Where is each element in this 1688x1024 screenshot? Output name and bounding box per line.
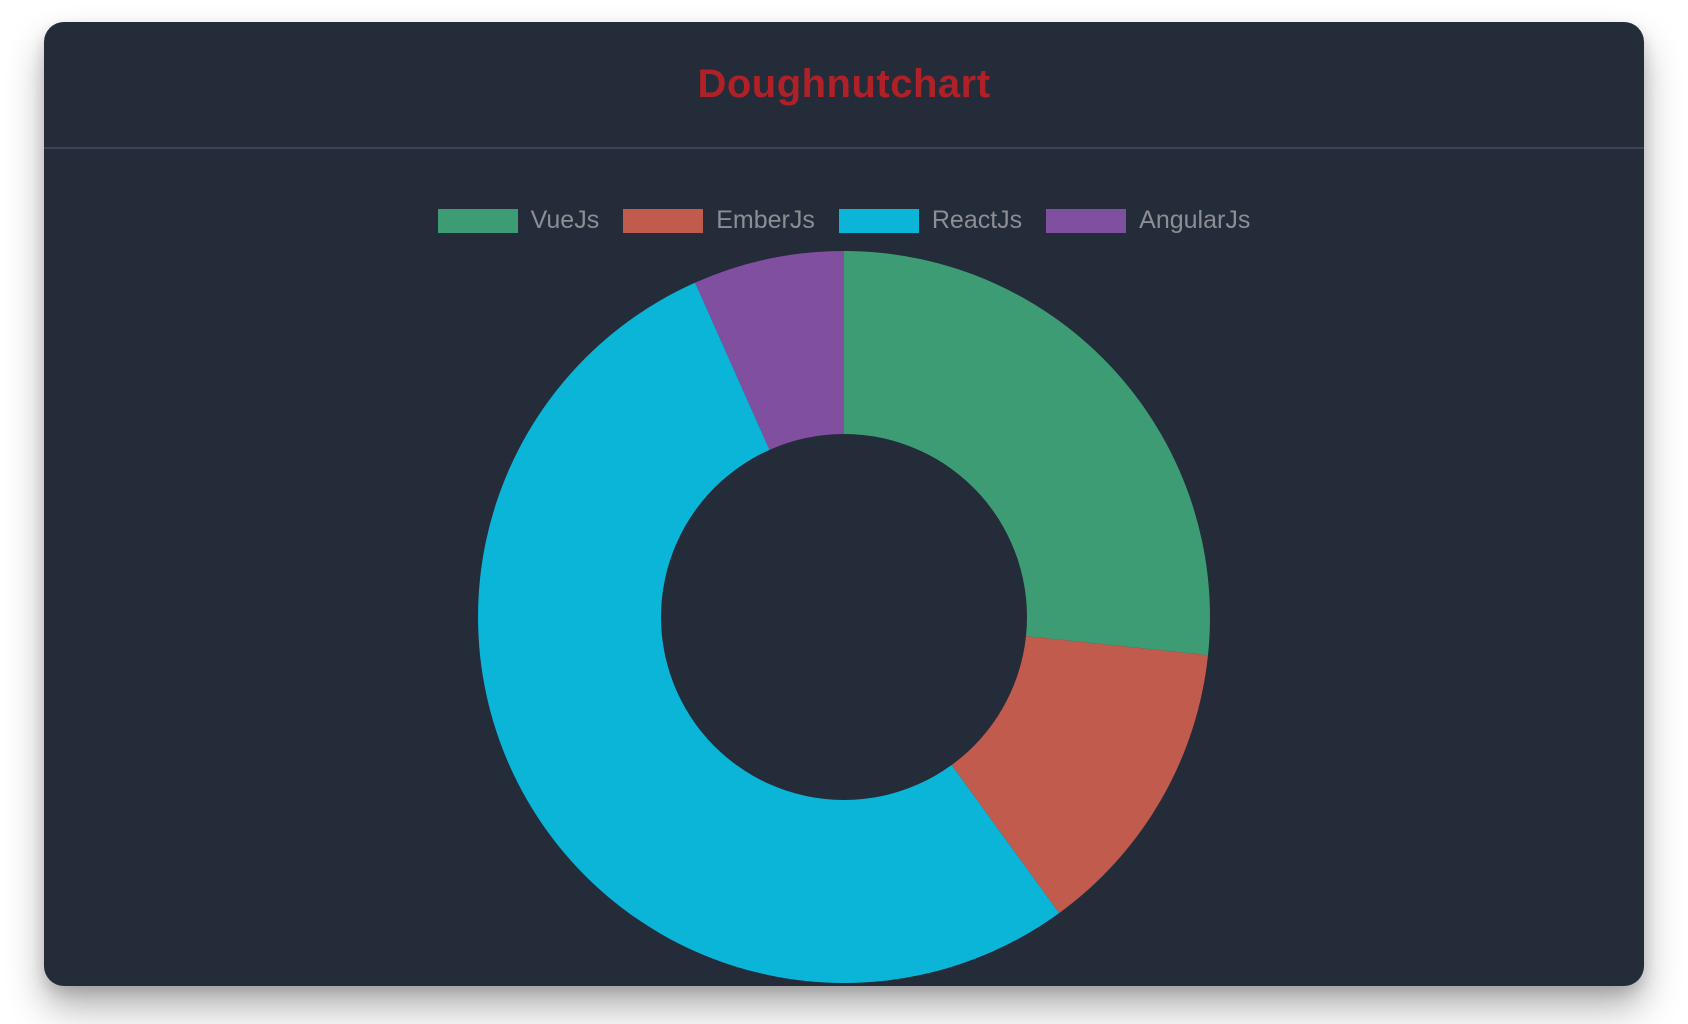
header-divider bbox=[44, 147, 1644, 149]
legend-label-vuejs: VueJs bbox=[530, 206, 600, 234]
doughnut-chart-card: Doughnutchart VueJs EmberJs ReactJs Angular… bbox=[44, 22, 1644, 986]
legend-item-reactjs[interactable]: ReactJs bbox=[838, 206, 1023, 234]
legend-swatch-emberjs bbox=[623, 208, 704, 233]
card-header: Doughnutchart bbox=[44, 22, 1644, 147]
doughnut-chart bbox=[478, 251, 1211, 983]
doughnut-segment-angularjs[interactable] bbox=[695, 251, 844, 450]
legend-label-reactjs: ReactJs bbox=[931, 206, 1023, 234]
chart-title: Doughnutchart bbox=[697, 62, 991, 106]
legend-item-angularjs[interactable]: AngularJs bbox=[1046, 208, 1250, 233]
chart-legend: VueJs EmberJs ReactJs AngularJs bbox=[44, 208, 1644, 233]
legend-item-emberjs[interactable]: EmberJs bbox=[623, 208, 815, 233]
chart-area: VueJs EmberJs ReactJs AngularJs bbox=[44, 149, 1644, 986]
legend-swatch-angularjs bbox=[1046, 208, 1127, 233]
legend-swatch-vuejs bbox=[437, 208, 518, 233]
doughnut-segment-emberjs[interactable] bbox=[951, 636, 1208, 914]
legend-label-angularjs: AngularJs bbox=[1139, 206, 1251, 234]
legend-swatch-reactjs bbox=[838, 208, 919, 233]
doughnut-segment-vuejs[interactable] bbox=[844, 251, 1211, 656]
legend-label-emberjs: EmberJs bbox=[716, 206, 815, 234]
legend-item-vuejs[interactable]: VueJs bbox=[437, 206, 600, 234]
doughnut-segment-reactjs[interactable] bbox=[478, 282, 1060, 983]
